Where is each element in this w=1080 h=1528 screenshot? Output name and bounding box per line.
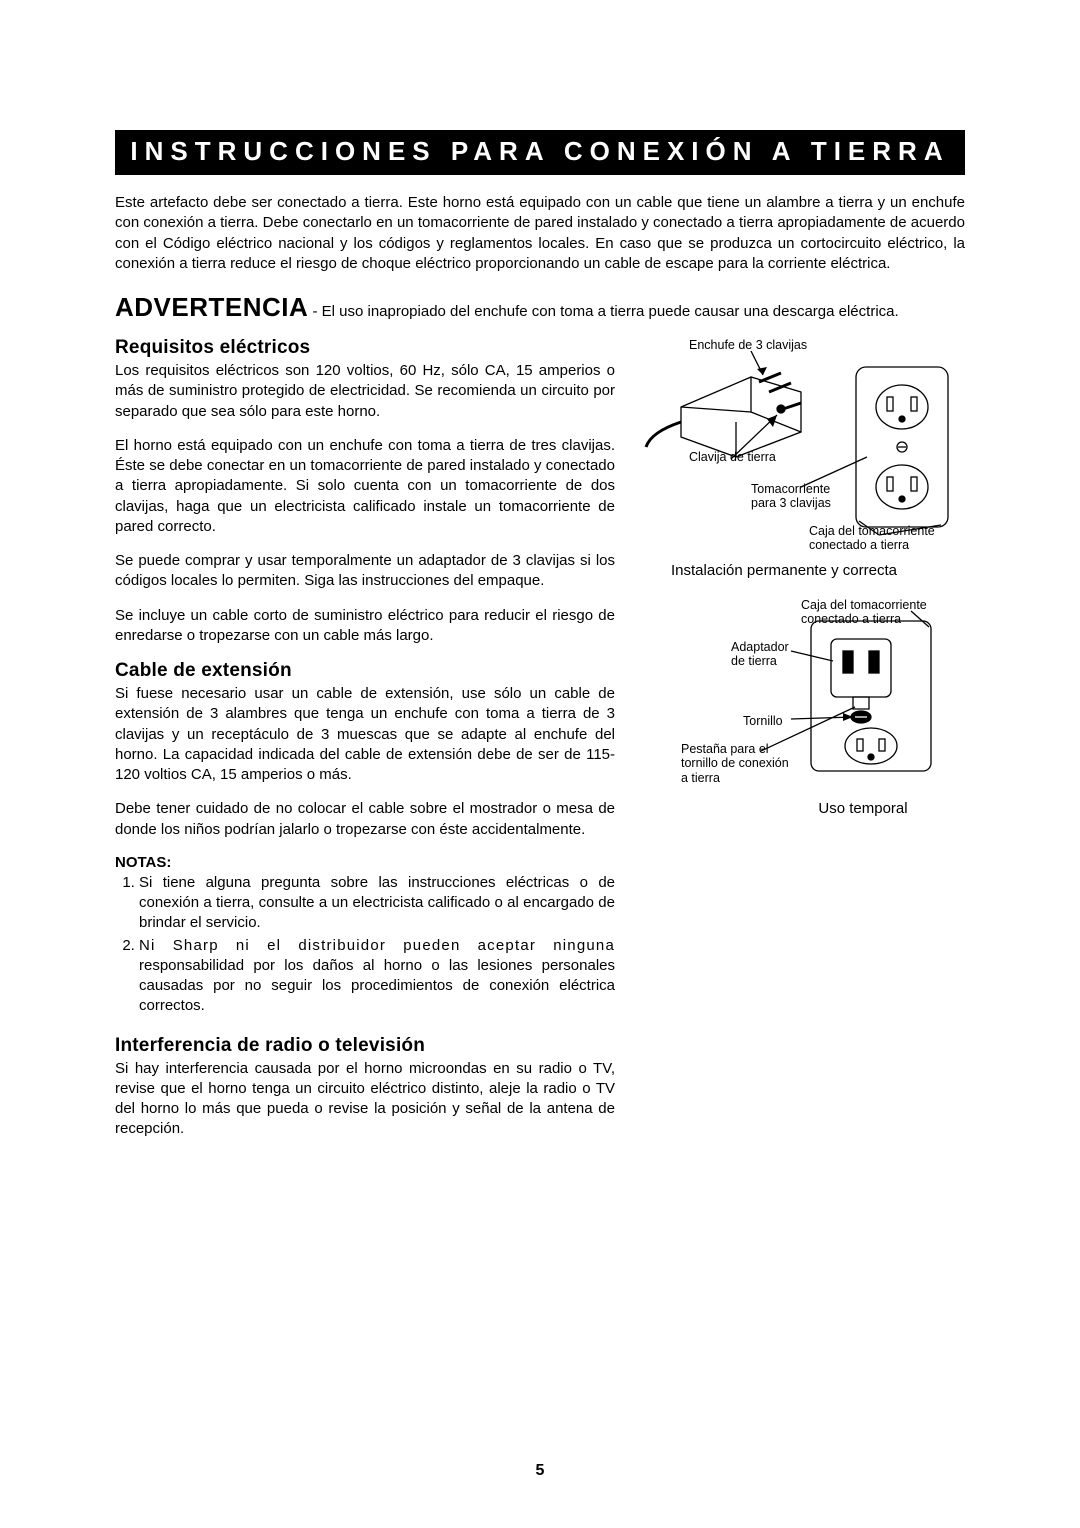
heading-notas: NOTAS: bbox=[115, 854, 615, 871]
req-p2: El horno está equipado con un enchufe co… bbox=[115, 436, 615, 537]
page-title: INSTRUCCIONES PARA CONEXIÓN A TIERRA bbox=[130, 136, 949, 166]
d2-l2: Adaptador de tierra bbox=[731, 640, 801, 669]
req-p3: Se puede comprar y usar temporalmente un… bbox=[115, 551, 615, 592]
note-2: Ni Sharp ni el distribuidor pueden acept… bbox=[139, 936, 615, 1017]
ext-p2: Debe tener cuidado de no colocar el cabl… bbox=[115, 799, 615, 840]
d1-caption: Instalación permanente y correcta bbox=[671, 562, 965, 579]
page-number: 5 bbox=[0, 1462, 1080, 1480]
d2-caption: Uso temporal bbox=[761, 800, 965, 817]
d1-l4: Caja del tomacorriente conectado a tierr… bbox=[809, 524, 949, 553]
ext-p1: Si fuese necesario usar un cable de exte… bbox=[115, 684, 615, 785]
d1-l2: Clavija de tierra bbox=[689, 450, 776, 464]
heading-rf: Interferencia de radio o televisión bbox=[115, 1035, 615, 1057]
right-column: Enchufe de 3 clavijas Clavija de tierra … bbox=[641, 337, 965, 1154]
req-p1: Los requisitos eléctricos son 120 voltio… bbox=[115, 361, 615, 422]
note-2a: Ni Sharp ni el distribuidor pueden acept… bbox=[139, 937, 615, 954]
diagram-permanent: Enchufe de 3 clavijas Clavija de tierra … bbox=[641, 337, 965, 579]
warning-line: ADVERTENCIA - El uso inapropiado del enc… bbox=[115, 292, 965, 323]
d2-l3: Tornillo bbox=[743, 714, 783, 728]
rf-p1: Si hay interferencia causada por el horn… bbox=[115, 1059, 615, 1140]
d1-l1: Enchufe de 3 clavijas bbox=[689, 338, 807, 352]
diagram-temporary: Caja del tomacorriente conectado a tierr… bbox=[641, 591, 965, 817]
note-1: Si tiene alguna pregunta sobre las instr… bbox=[139, 873, 615, 934]
d1-l3: Tomacorriente para 3 clavijas bbox=[751, 482, 841, 511]
heading-cable: Cable de extensión bbox=[115, 660, 615, 682]
heading-requisitos: Requisitos eléctricos bbox=[115, 337, 615, 359]
notes-list: Si tiene alguna pregunta sobre las instr… bbox=[115, 873, 615, 1017]
page-title-bar: INSTRUCCIONES PARA CONEXIÓN A TIERRA bbox=[115, 130, 965, 175]
intro-paragraph: Este artefacto debe ser conectado a tier… bbox=[115, 193, 965, 274]
left-column: Requisitos eléctricos Los requisitos elé… bbox=[115, 337, 615, 1154]
d2-l1: Caja del tomacorriente conectado a tierr… bbox=[801, 598, 951, 627]
req-p4: Se incluye un cable corto de suministro … bbox=[115, 606, 615, 647]
two-column-layout: Requisitos eléctricos Los requisitos elé… bbox=[115, 337, 965, 1154]
page: INSTRUCCIONES PARA CONEXIÓN A TIERRA Est… bbox=[0, 0, 1080, 1528]
d2-l4: Pestaña para el tornillo de conexión a t… bbox=[681, 742, 791, 785]
warning-rest: - El uso inapropiado del enchufe con tom… bbox=[308, 303, 898, 320]
warning-word: ADVERTENCIA bbox=[115, 292, 308, 322]
note-2b: responsabilidad por los daños al horno o… bbox=[139, 957, 615, 1015]
